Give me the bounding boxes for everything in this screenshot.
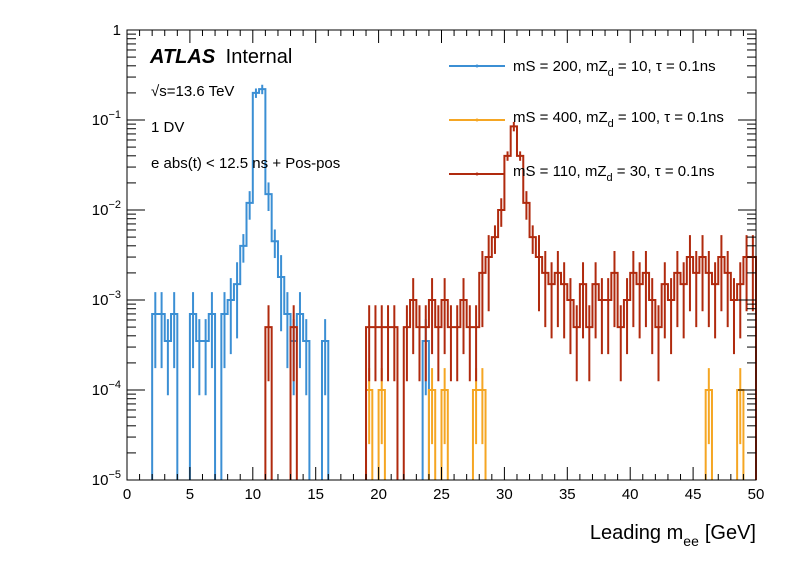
legend-entry-1: mS = 400, mZd = 100, τ = 0.1ns [449,109,724,130]
plot-frame [126,29,757,481]
x-tick-label-8: 40 [622,486,639,503]
atlas-brand: ATLAS [149,46,216,68]
y-tick-label-5: 1 [113,22,121,39]
legend-label-1-sub: d [608,118,614,130]
sqrt-symbol: √ [151,83,160,100]
y-tick-label-3: 10−2 [92,199,121,219]
legend-entry-2: mS = 110, mZd = 30, τ = 0.1ns [449,163,714,184]
legend-label-1-pre: mS = 400, mZ [513,109,608,126]
legend-label-2-pre: mS = 110, mZ [513,163,607,180]
x-tick-label-5: 25 [433,486,450,503]
legend-marker-1 [475,118,479,122]
series-2 [264,121,757,480]
series-layer [151,84,757,480]
legend-label-2-sub: d [607,172,613,184]
x-tick-label-2: 10 [244,486,261,503]
x-axis-title-unit: [GeV] [705,522,756,544]
x-tick-label-10: 50 [748,486,765,503]
selection-dv: 1 DV [151,119,184,136]
legend-label-2: mS = 110, mZd = 30, τ = 0.1ns [513,163,714,184]
selection-cut: e abs(t) < 12.5 ns + Pos-pos [151,155,340,172]
legend-entry-0: mS = 200, mZd = 10, τ = 0.1ns [449,58,716,79]
energy-value: s=13.6 TeV [159,83,234,100]
x-tick-label-4: 20 [370,486,387,503]
legend: mS = 200, mZd = 10, τ = 0.1ns mS = 400, … [449,58,724,184]
legend-marker-2 [475,172,479,176]
energy-label: √s=13.6 TeV [151,83,234,100]
legend-label-0: mS = 200, mZd = 10, τ = 0.1ns [513,58,716,79]
legend-label-2-post: = 30, τ = 0.1ns [613,163,715,180]
y-tick-label-4: 10−1 [92,109,121,129]
series-0-histogram [151,88,430,480]
legend-label-0-pre: mS = 200, mZ [513,58,608,75]
x-axis-title: Leading mee [GeV] [590,522,756,549]
legend-marker-0 [475,64,479,68]
atlas-status: Internal [226,46,293,68]
y-tick-label-2: 10−3 [92,289,121,309]
x-tick-label-0: 0 [123,486,131,503]
atlas-label: ATLAS Internal [149,46,292,68]
y-tick-label-1: 10−4 [92,379,121,399]
x-tick-label-1: 5 [186,486,194,503]
x-axis-title-sub: ee [683,533,699,549]
x-tick-label-7: 35 [559,486,576,503]
x-tick-label-3: 15 [307,486,324,503]
legend-label-0-sub: d [608,67,614,79]
y-tick-label-0: 10−5 [92,469,121,489]
legend-label-1: mS = 400, mZd = 100, τ = 0.1ns [513,109,724,130]
legend-label-0-post: = 10, τ = 0.1ns [614,58,716,75]
x-axis-title-main: Leading m [590,522,683,544]
x-tick-label-6: 30 [496,486,513,503]
x-tick-label-9: 45 [685,486,702,503]
legend-label-1-post: = 100, τ = 0.1ns [614,109,724,126]
series-0 [151,84,430,480]
series-1 [365,368,745,480]
